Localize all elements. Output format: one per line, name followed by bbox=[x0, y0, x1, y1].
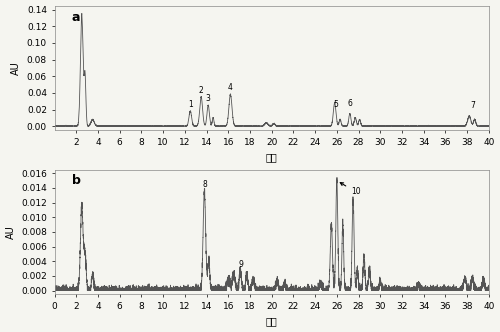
X-axis label: 分钟: 分钟 bbox=[266, 152, 278, 162]
Text: 9: 9 bbox=[238, 260, 243, 269]
Text: b: b bbox=[72, 175, 81, 188]
Text: 1: 1 bbox=[188, 100, 192, 109]
Text: 6: 6 bbox=[348, 99, 353, 108]
Text: 4: 4 bbox=[228, 83, 232, 92]
X-axis label: 分钟: 分钟 bbox=[266, 316, 278, 326]
Text: a: a bbox=[72, 11, 80, 24]
Text: 5: 5 bbox=[334, 100, 338, 109]
Text: 8: 8 bbox=[202, 180, 207, 189]
Text: 7: 7 bbox=[470, 101, 475, 110]
Text: 3: 3 bbox=[205, 94, 210, 103]
Y-axis label: AU: AU bbox=[12, 61, 22, 75]
Text: 10: 10 bbox=[340, 183, 360, 197]
Y-axis label: AU: AU bbox=[6, 225, 16, 239]
Text: 2: 2 bbox=[199, 86, 203, 95]
